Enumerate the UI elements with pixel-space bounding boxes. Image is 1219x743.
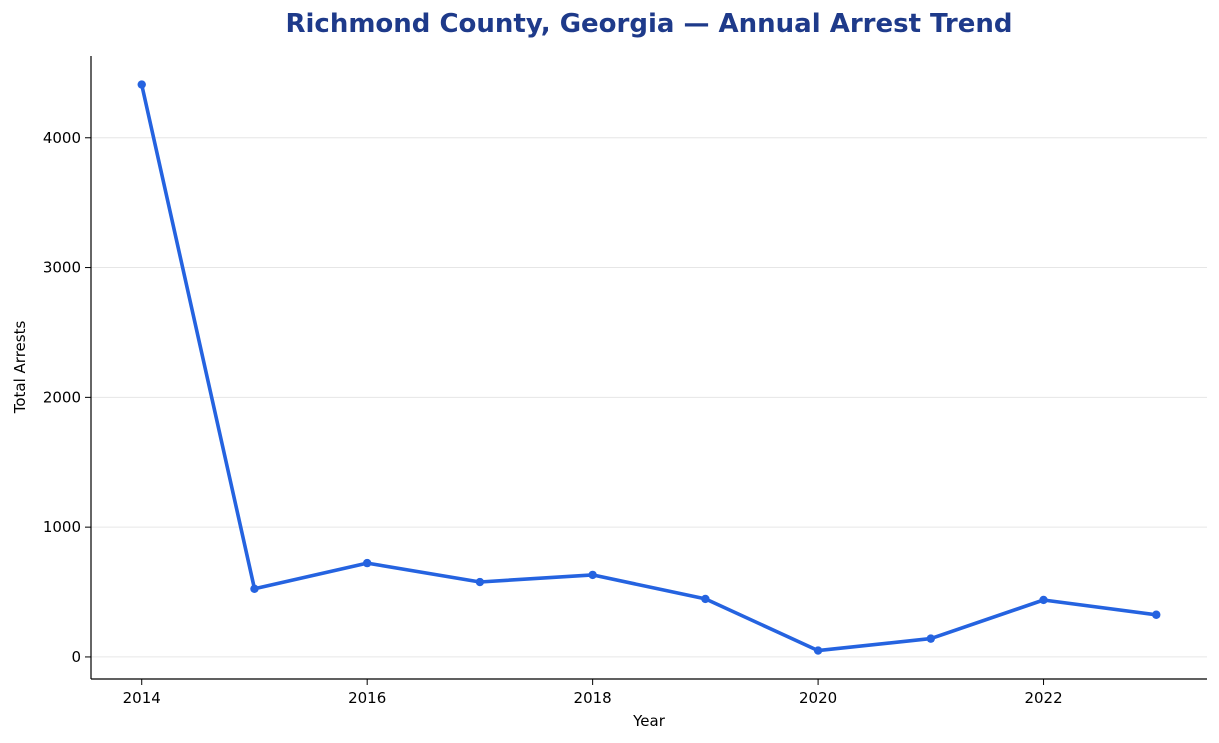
series-total-arrests [137,80,1161,655]
data-point [362,558,372,568]
axes [90,56,1207,680]
data-point [137,80,146,89]
x-tick-label: 2014 [123,689,161,707]
y-tick-label: 4000 [43,129,81,147]
y-ticks: 0 1000 2000 3000 4000 [43,129,91,666]
chart-title: Richmond County, Georgia — Annual Arrest… [285,9,1012,39]
data-point [475,577,485,587]
series-line [139,82,1159,653]
y-tick-label: 3000 [43,259,81,277]
x-tick-label: 2020 [799,689,837,707]
y-tick-label: 1000 [43,518,81,536]
data-point [701,594,710,604]
data-point [588,570,597,580]
data-point [813,646,823,655]
x-axis-label: Year [632,712,666,730]
x-tick-label: 2022 [1024,689,1062,707]
x-tick-label: 2016 [348,689,386,707]
data-point [250,584,259,593]
y-axis-label: Total Arrests [11,321,29,415]
data-point [1039,595,1048,605]
data-point [926,634,936,643]
x-tick-label: 2018 [574,689,612,707]
x-ticks: 2014 2016 2018 2020 2022 [123,679,1063,707]
grid-lines [91,137,1207,658]
y-tick-label: 2000 [43,388,81,406]
y-tick-label: 0 [71,648,81,666]
data-point [1152,610,1161,619]
